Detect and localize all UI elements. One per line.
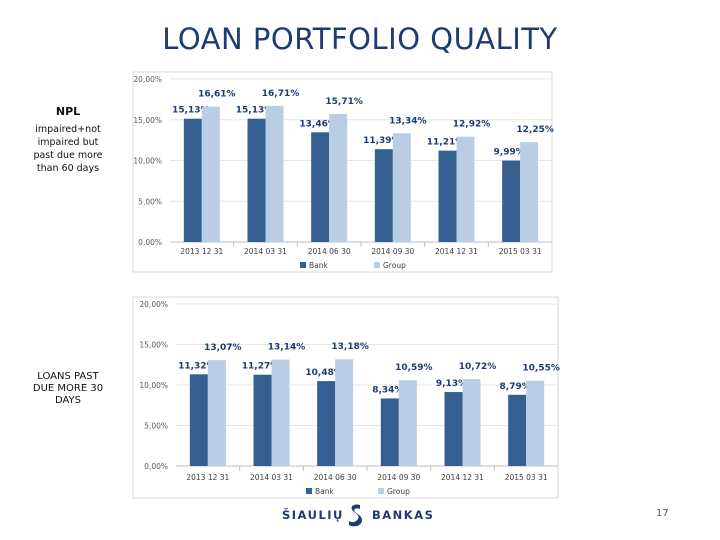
lpd-y-tick-label: 15,00%: [139, 341, 168, 350]
npl-bar-bank: [438, 150, 457, 242]
lpd-bar-group: [398, 380, 417, 466]
npl-data-label-bank: 11,21%: [427, 138, 465, 148]
lpd-x-tick-label: 2015 03 31: [505, 473, 548, 482]
npl-x-tick-label: 2015 03 31: [499, 247, 542, 256]
lpd-bar-bank: [380, 398, 399, 466]
lpd-bar-group: [462, 379, 481, 466]
lpd-legend-label-group: Group: [387, 487, 410, 496]
footer-logo: ŠIAULIŲ BANKAS: [280, 500, 440, 530]
logo-text-left: ŠIAULIŲ: [282, 508, 344, 522]
lpd-data-label-group: 10,72%: [459, 362, 497, 372]
lpd-legend-swatch-group: [378, 488, 384, 494]
lpd-bar-group: [335, 359, 354, 466]
lpd-bar-bank: [444, 392, 463, 466]
npl-data-label-group: 15,71%: [325, 97, 363, 107]
lpd-y-tick-label: 20,00%: [139, 300, 168, 309]
lpd-data-label-group: 13,14%: [268, 343, 306, 353]
lpd-bar-bank: [253, 374, 272, 466]
npl-description: impaired+not impaired but past due more …: [33, 124, 103, 174]
npl-bar-group: [329, 113, 348, 242]
lpd-data-label-bank: 10,48%: [305, 368, 343, 378]
npl-data-label-group: 12,25%: [516, 125, 554, 135]
lpd-x-tick-label: 2014 12 31: [441, 473, 484, 482]
lpd-y-tick-label: 10,00%: [139, 381, 168, 390]
lpd-data-label-bank: 9,13%: [436, 379, 467, 389]
npl-y-tick-label: 20,00%: [133, 75, 162, 84]
npl-x-tick-label: 2014 09 30: [371, 247, 414, 256]
lpd-data-label-group: 10,59%: [395, 363, 433, 373]
page-number: 17: [656, 508, 669, 519]
lpd-data-label-bank: 11,32%: [178, 361, 216, 371]
npl-bar-group: [265, 105, 284, 242]
npl-data-label-bank: 11,39%: [363, 136, 401, 146]
npl-legend-label-bank: Bank: [309, 261, 328, 270]
npl-x-tick-label: 2014 03 31: [244, 247, 287, 256]
loans-past-due-label: LOANS PAST DUE MORE 30 DAYS: [32, 371, 104, 406]
logo-text-right: BANKAS: [372, 508, 435, 522]
npl-data-label-group: 13,34%: [389, 116, 427, 126]
lpd-bar-bank: [189, 374, 208, 466]
siauliu-bankas-logo-icon: [349, 504, 362, 527]
npl-chart-frame: [132, 71, 553, 273]
lpd-bar-bank: [508, 394, 527, 466]
npl-bar-bank: [374, 149, 393, 242]
npl-x-tick-label: 2013 12 31: [180, 247, 223, 256]
npl-y-tick-label: 10,00%: [133, 157, 162, 166]
lpd-data-label-group: 13,07%: [204, 343, 242, 353]
npl-y-tick-label: 15,00%: [133, 116, 162, 125]
npl-legend-swatch-bank: [300, 262, 306, 268]
lpd-bar-bank: [317, 381, 336, 466]
npl-data-label-bank: 9,99%: [494, 148, 525, 158]
lpd-x-tick-label: 2013 12 31: [186, 473, 229, 482]
npl-y-tick-label: 0,00%: [138, 238, 162, 247]
lpd-x-tick-label: 2014 06 30: [314, 473, 357, 482]
npl-bar-bank: [247, 118, 266, 242]
page-title: LOAN PORTFOLIO QUALITY: [162, 22, 558, 56]
npl-bar-bank: [502, 160, 521, 242]
lpd-legend-label-bank: Bank: [315, 487, 334, 496]
lpd-data-label-group: 13,18%: [331, 342, 369, 352]
lpd-y-tick-label: 0,00%: [144, 462, 168, 471]
npl-data-label-bank: 13,46%: [299, 119, 337, 129]
lpd-bar-group: [271, 359, 290, 466]
npl-bar-group: [201, 106, 220, 242]
npl-x-tick-label: 2014 12 31: [435, 247, 478, 256]
npl-bar-group: [456, 136, 475, 242]
lpd-data-label-group: 10,55%: [522, 364, 560, 374]
lpd-data-label-bank: 8,34%: [372, 385, 403, 395]
npl-data-label-bank: 15,13%: [236, 106, 274, 116]
lpd-bar-group: [526, 380, 545, 466]
npl-x-tick-label: 2014 06 30: [308, 247, 351, 256]
lpd-legend-swatch-bank: [306, 488, 312, 494]
npl-legend-swatch-group: [374, 262, 380, 268]
npl-bar-group: [520, 142, 539, 242]
npl-legend-label-group: Group: [383, 261, 406, 270]
lpd-x-tick-label: 2014 09 30: [377, 473, 420, 482]
npl-data-label-group: 16,71%: [262, 89, 300, 99]
lpd-x-tick-label: 2014 03 31: [250, 473, 293, 482]
npl-data-label-group: 12,92%: [453, 120, 491, 130]
lpd-data-label-bank: 8,79%: [500, 382, 531, 392]
npl-data-label-bank: 15,13%: [172, 106, 210, 116]
lpd-bar-group: [207, 360, 226, 466]
npl-data-label-group: 16,61%: [198, 90, 236, 100]
npl-bar-group: [392, 133, 411, 242]
npl-heading: NPL: [55, 105, 81, 118]
lpd-chart-frame: [132, 296, 559, 499]
lpd-data-label-bank: 11,27%: [242, 362, 280, 372]
npl-bar-bank: [183, 118, 202, 242]
npl-bar-bank: [311, 132, 330, 242]
lpd-y-tick-label: 5,00%: [144, 422, 168, 431]
npl-y-tick-label: 5,00%: [138, 197, 162, 206]
